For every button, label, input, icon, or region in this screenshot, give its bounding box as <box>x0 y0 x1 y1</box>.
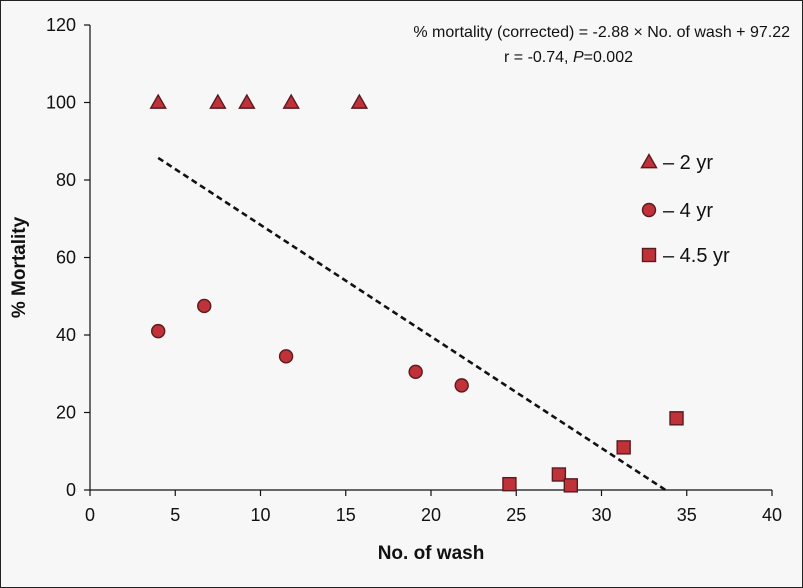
y-axis-title: % Mortality <box>9 216 30 318</box>
x-tick-label: 0 <box>85 505 95 525</box>
regression-p-value: =0.002 <box>584 49 633 66</box>
x-tick-label: 5 <box>170 505 180 525</box>
data-point-triangle <box>149 93 167 109</box>
data-point-circle <box>150 323 166 339</box>
data-point-circle <box>197 298 212 314</box>
regression-r: r = -0.74, <box>504 49 573 66</box>
y-tick-label: 120 <box>46 15 76 35</box>
legend-marker-triangle <box>640 153 658 169</box>
data-point-square <box>563 478 579 493</box>
data-point-square <box>551 467 567 482</box>
y-tick-label: 60 <box>56 248 76 268</box>
regression-p-symbol: P <box>573 49 584 66</box>
legend-label: – 4 yr <box>663 200 713 222</box>
legend-item: – 2 yr <box>640 152 713 174</box>
x-tick-label: 20 <box>421 505 441 525</box>
y-tick-label: 0 <box>66 480 76 500</box>
data-point-circle <box>408 364 423 380</box>
data-point-triangle <box>238 93 256 109</box>
data-point-circle <box>454 378 469 393</box>
x-axis-title: No. of wash <box>378 543 485 564</box>
data-point-square <box>669 411 684 426</box>
x-tick-label: 15 <box>336 505 356 525</box>
data-point-triangle <box>209 93 227 109</box>
data-point-square <box>502 476 517 492</box>
regression-stats: r = -0.74, P=0.002 <box>504 49 633 66</box>
legend-item: – 4.5 yr <box>641 245 730 267</box>
x-tick-label: 35 <box>677 505 697 525</box>
x-tick-label: 30 <box>591 505 611 525</box>
y-tick-label: 80 <box>56 170 76 190</box>
data-point-triangle <box>282 93 300 109</box>
regression-annotation: % mortality (corrected) = -2.88 × No. of… <box>413 24 790 66</box>
regression-equation: % mortality (corrected) = -2.88 × No. of… <box>413 24 790 41</box>
data-point-circle <box>278 349 294 364</box>
legend-marker-square <box>641 247 657 263</box>
legend-label: – 4.5 yr <box>663 245 730 267</box>
y-tick-label: 100 <box>46 93 76 113</box>
x-tick-label: 25 <box>506 505 526 525</box>
y-tick-label: 20 <box>56 403 76 423</box>
data-points <box>149 93 684 493</box>
legend-label: – 2 yr <box>663 152 713 174</box>
x-tick-label: 40 <box>762 505 782 525</box>
x-tick-label: 10 <box>250 505 270 525</box>
data-point-triangle <box>350 93 369 109</box>
tick-labels: 0 5 10 15 20 25 30 35 40 0 20 40 60 80 100 120 <box>46 15 782 525</box>
data-point-square <box>616 440 631 455</box>
legend-marker-circle <box>641 202 657 218</box>
tick-marks <box>84 24 773 496</box>
legend: – 2 yr – 4 yr – 4.5 yr <box>640 152 730 267</box>
trendline <box>157 156 668 492</box>
trendline-path <box>157 156 668 492</box>
y-tick-label: 40 <box>56 325 76 345</box>
legend-item: – 4 yr <box>641 200 713 222</box>
